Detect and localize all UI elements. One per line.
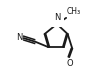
Text: N: N [16,33,22,42]
Text: CH₃: CH₃ [67,7,81,16]
Text: N: N [54,14,60,22]
Text: O: O [67,59,73,68]
